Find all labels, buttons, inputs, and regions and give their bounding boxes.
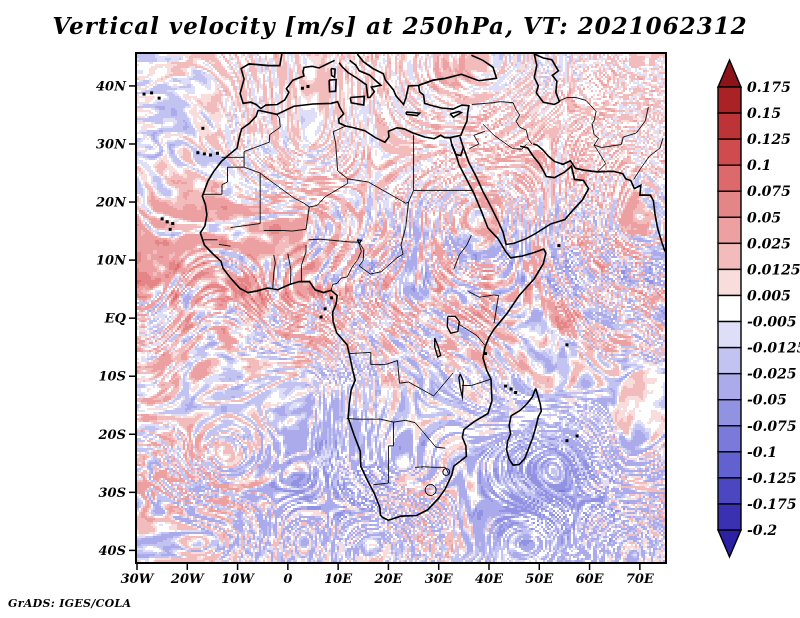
colorbar-segment — [717, 164, 742, 192]
x-tick-label: 30W — [121, 572, 155, 587]
colorbar-label: -0.005 — [747, 315, 797, 331]
y-tick-label: 40S — [99, 544, 126, 559]
map-plot-area — [135, 52, 667, 564]
y-tick-label: 30S — [99, 486, 126, 501]
y-tick-label: 30N — [96, 137, 127, 152]
x-tick-label: 70E — [626, 572, 655, 587]
y-tick-label: 40N — [96, 79, 127, 94]
colorbar-segment — [717, 190, 742, 219]
map-canvas — [137, 54, 665, 562]
colorbar-segment — [717, 451, 742, 479]
colorbar-label: -0.1 — [747, 445, 777, 461]
chart-title: Vertical velocity [m/s] at 250hPa, VT: 2… — [52, 13, 748, 40]
colorbar-label: 0.025 — [747, 236, 791, 252]
colorbar-segment — [717, 268, 742, 297]
colorbar-segment — [717, 216, 742, 245]
grads-watermark: GrADS: IGES/COLA — [8, 597, 132, 610]
colorbar-label: -0.125 — [747, 471, 797, 487]
colorbar-label: 0.075 — [747, 184, 791, 200]
colorbar-segment — [717, 138, 742, 166]
x-tick-label: 60E — [576, 572, 605, 587]
colorbar-label: -0.0125 — [747, 341, 800, 357]
colorbar-label: 0.05 — [747, 210, 781, 226]
y-tick-label: 20N — [95, 196, 127, 211]
y-tick-label: 10N — [96, 254, 127, 269]
colorbar-segment — [717, 112, 742, 140]
colorbar-label: -0.025 — [747, 367, 797, 383]
x-tick-label: 0 — [283, 572, 292, 587]
colorbar-arrow-up — [716, 58, 743, 88]
colorbar-arrow-down — [716, 529, 743, 559]
colorbar-segment — [717, 242, 742, 271]
x-tick-label: 50E — [525, 572, 554, 587]
x-tick-label: 10W — [221, 572, 255, 587]
colorbar-segment — [717, 372, 742, 401]
colorbar-label: -0.05 — [747, 393, 787, 409]
y-tick-label: 10S — [99, 370, 126, 385]
colorbar-segment — [717, 320, 742, 349]
colorbar-label: -0.075 — [747, 419, 797, 435]
colorbar-label: -0.175 — [747, 497, 797, 513]
x-tick-label: 20W — [170, 572, 205, 587]
colorbar-label: 0.005 — [747, 288, 791, 304]
colorbar-label: 0.125 — [747, 132, 791, 148]
colorbar-segment — [717, 294, 742, 323]
colorbar-segment — [717, 86, 742, 114]
colorbar-label: 0.175 — [747, 80, 791, 96]
colorbar-label: 0.15 — [747, 106, 781, 122]
colorbar-segment — [717, 399, 742, 427]
colorbar-segment — [717, 503, 742, 531]
y-tick-label: 20S — [98, 428, 126, 443]
x-tick-label: 20E — [373, 572, 403, 587]
colorbar-label: -0.2 — [747, 523, 777, 539]
x-tick-label: 10E — [324, 572, 353, 587]
x-tick-label: 30E — [425, 572, 454, 587]
colorbar-label: 0.0125 — [747, 262, 800, 278]
colorbar-label: 0.1 — [747, 158, 771, 174]
colorbar-segment — [717, 425, 742, 453]
colorbar-segment — [717, 346, 742, 375]
colorbar-segment — [717, 477, 742, 505]
y-tick-label: EQ — [104, 312, 127, 327]
x-tick-label: 40E — [475, 572, 504, 587]
